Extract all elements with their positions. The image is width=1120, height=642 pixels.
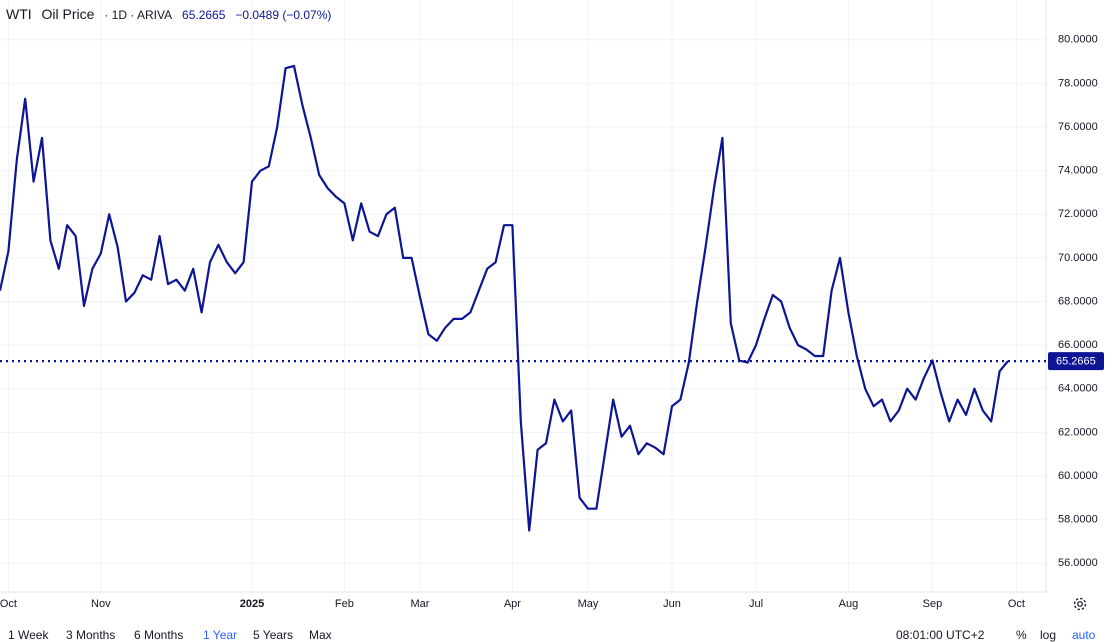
range-button[interactable]: 1 Week: [8, 628, 49, 642]
y-tick-label: 68.0000: [1058, 295, 1098, 307]
settings-icon[interactable]: [1073, 597, 1087, 611]
last-price-label: 65.2665: [1056, 356, 1096, 368]
x-tick-label: Jul: [749, 598, 763, 610]
interval: · 1D · ARIVA: [104, 8, 173, 22]
time: 08:01:00 UTC+2: [896, 628, 985, 642]
percent-toggle[interactable]: %: [1016, 628, 1027, 642]
y-tick-label: 70.0000: [1058, 252, 1098, 264]
y-tick-label: 62.0000: [1058, 426, 1098, 438]
range-button[interactable]: 1 Year: [203, 628, 238, 642]
range-button[interactable]: 6 Months: [134, 628, 184, 642]
x-tick-label: Feb: [335, 598, 354, 610]
price-line: [0, 64, 1009, 532]
price: 65.2665: [182, 8, 226, 22]
y-tick-label: 76.0000: [1058, 121, 1098, 133]
y-tick-label: 56.0000: [1058, 557, 1098, 569]
x-tick-label: Oct: [0, 598, 17, 610]
range-button[interactable]: 5 Years: [253, 628, 294, 642]
range-button[interactable]: Max: [309, 628, 332, 642]
y-tick-label: 72.0000: [1058, 208, 1098, 220]
y-tick-label: 78.0000: [1058, 77, 1098, 89]
y-tick-label: 60.0000: [1058, 470, 1098, 482]
x-tick-label: 2025: [240, 598, 264, 610]
log-toggle[interactable]: log: [1040, 628, 1057, 642]
instrument-name: Oil Price: [41, 6, 95, 22]
x-tick-label: Mar: [411, 598, 430, 610]
header: WTI Oil Price · 1D · ARIVA 65.2665 −0.04…: [6, 6, 337, 22]
x-tick-label: Apr: [504, 598, 521, 610]
range-button[interactable]: 3 Months: [66, 628, 116, 642]
y-tick-label: 80.0000: [1058, 34, 1098, 46]
x-tick-label: Sep: [923, 598, 943, 610]
last-price-box: [1048, 352, 1104, 371]
symbol: WTI: [6, 6, 32, 22]
x-tick-label: Oct: [1008, 598, 1025, 610]
x-tick-label: Nov: [91, 598, 111, 610]
change: −0.0489 (−0.07%): [235, 8, 332, 22]
x-tick-label: Jun: [663, 598, 681, 610]
x-tick-label: Aug: [839, 598, 859, 610]
auto-toggle[interactable]: auto: [1072, 628, 1096, 642]
y-tick-label: 64.0000: [1058, 383, 1098, 395]
grid: [0, 0, 1046, 592]
y-tick-label: 58.0000: [1058, 513, 1098, 525]
y-tick-label: 74.0000: [1058, 165, 1098, 177]
y-tick-label: 66.0000: [1058, 339, 1098, 351]
x-tick-label: May: [578, 598, 599, 610]
